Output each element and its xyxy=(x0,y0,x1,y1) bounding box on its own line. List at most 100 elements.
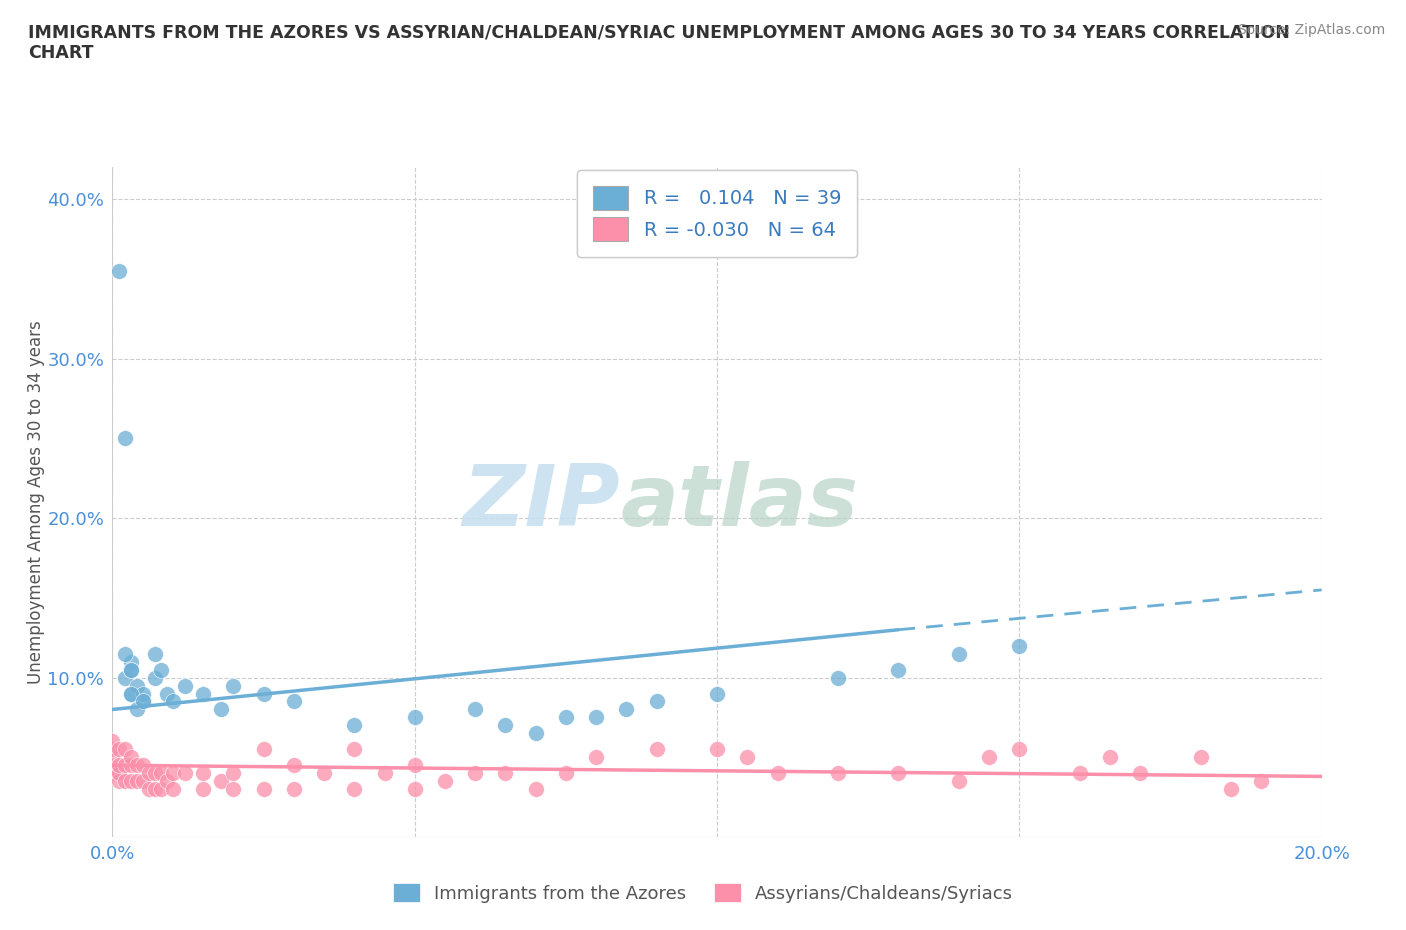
Point xyxy=(948,774,970,789)
Point xyxy=(162,782,184,797)
Point xyxy=(554,710,576,724)
Point xyxy=(283,758,305,773)
Point xyxy=(977,750,1000,764)
Point xyxy=(120,662,142,677)
Point xyxy=(120,686,142,701)
Point xyxy=(132,774,155,789)
Point xyxy=(107,758,129,773)
Point xyxy=(101,750,124,764)
Point xyxy=(222,765,245,780)
Point xyxy=(149,662,172,677)
Point xyxy=(120,654,142,669)
Point xyxy=(645,742,668,757)
Point xyxy=(343,718,366,733)
Point xyxy=(143,782,166,797)
Point xyxy=(524,726,547,741)
Point xyxy=(706,742,728,757)
Point xyxy=(138,765,160,780)
Point xyxy=(191,686,214,701)
Point xyxy=(174,765,197,780)
Point xyxy=(107,765,129,780)
Point xyxy=(464,702,486,717)
Point xyxy=(149,765,172,780)
Point xyxy=(114,671,136,685)
Point xyxy=(283,694,305,709)
Point xyxy=(887,765,910,780)
Point xyxy=(120,750,142,764)
Point xyxy=(209,702,232,717)
Point xyxy=(948,646,970,661)
Text: Source: ZipAtlas.com: Source: ZipAtlas.com xyxy=(1237,23,1385,37)
Point xyxy=(1008,638,1031,653)
Point xyxy=(464,765,486,780)
Point xyxy=(827,765,849,780)
Point xyxy=(191,765,214,780)
Point xyxy=(143,646,166,661)
Point xyxy=(645,694,668,709)
Point xyxy=(404,782,426,797)
Point xyxy=(1220,782,1243,797)
Point xyxy=(143,671,166,685)
Point xyxy=(138,782,160,797)
Point xyxy=(101,742,124,757)
Point xyxy=(1098,750,1121,764)
Point xyxy=(343,742,366,757)
Point xyxy=(222,782,245,797)
Point xyxy=(114,431,136,445)
Point xyxy=(125,758,148,773)
Legend: R =   0.104   N = 39, R = -0.030   N = 64: R = 0.104 N = 39, R = -0.030 N = 64 xyxy=(578,170,856,257)
Point xyxy=(374,765,396,780)
Text: IMMIGRANTS FROM THE AZORES VS ASSYRIAN/CHALDEAN/SYRIAC UNEMPLOYMENT AMONG AGES 3: IMMIGRANTS FROM THE AZORES VS ASSYRIAN/C… xyxy=(28,23,1289,62)
Point xyxy=(107,742,129,757)
Point xyxy=(120,662,142,677)
Point xyxy=(404,710,426,724)
Point xyxy=(253,742,276,757)
Point xyxy=(120,686,142,701)
Point xyxy=(887,662,910,677)
Point xyxy=(125,678,148,693)
Text: atlas: atlas xyxy=(620,460,859,544)
Point xyxy=(314,765,336,780)
Point xyxy=(222,678,245,693)
Point xyxy=(114,646,136,661)
Point xyxy=(132,758,155,773)
Point xyxy=(114,758,136,773)
Point xyxy=(1129,765,1152,780)
Point xyxy=(132,694,155,709)
Point xyxy=(616,702,638,717)
Point xyxy=(495,718,517,733)
Point xyxy=(149,782,172,797)
Point xyxy=(120,758,142,773)
Point xyxy=(585,750,607,764)
Point xyxy=(143,765,166,780)
Point xyxy=(495,765,517,780)
Point xyxy=(585,710,607,724)
Point xyxy=(101,765,124,780)
Point xyxy=(554,765,576,780)
Text: ZIP: ZIP xyxy=(463,460,620,544)
Point xyxy=(114,774,136,789)
Point xyxy=(827,671,849,685)
Point xyxy=(162,765,184,780)
Point xyxy=(125,774,148,789)
Point xyxy=(1008,742,1031,757)
Point xyxy=(191,782,214,797)
Point xyxy=(114,742,136,757)
Point xyxy=(1189,750,1212,764)
Point xyxy=(283,782,305,797)
Point xyxy=(737,750,759,764)
Legend: Immigrants from the Azores, Assyrians/Chaldeans/Syriacs: Immigrants from the Azores, Assyrians/Ch… xyxy=(384,873,1022,911)
Y-axis label: Unemployment Among Ages 30 to 34 years: Unemployment Among Ages 30 to 34 years xyxy=(27,320,45,684)
Point xyxy=(343,782,366,797)
Point xyxy=(156,686,179,701)
Point xyxy=(209,774,232,789)
Point xyxy=(766,765,789,780)
Point xyxy=(1069,765,1091,780)
Point xyxy=(107,263,129,278)
Point xyxy=(174,678,197,693)
Point xyxy=(132,694,155,709)
Point xyxy=(524,782,547,797)
Point xyxy=(1250,774,1272,789)
Point xyxy=(253,686,276,701)
Point xyxy=(162,694,184,709)
